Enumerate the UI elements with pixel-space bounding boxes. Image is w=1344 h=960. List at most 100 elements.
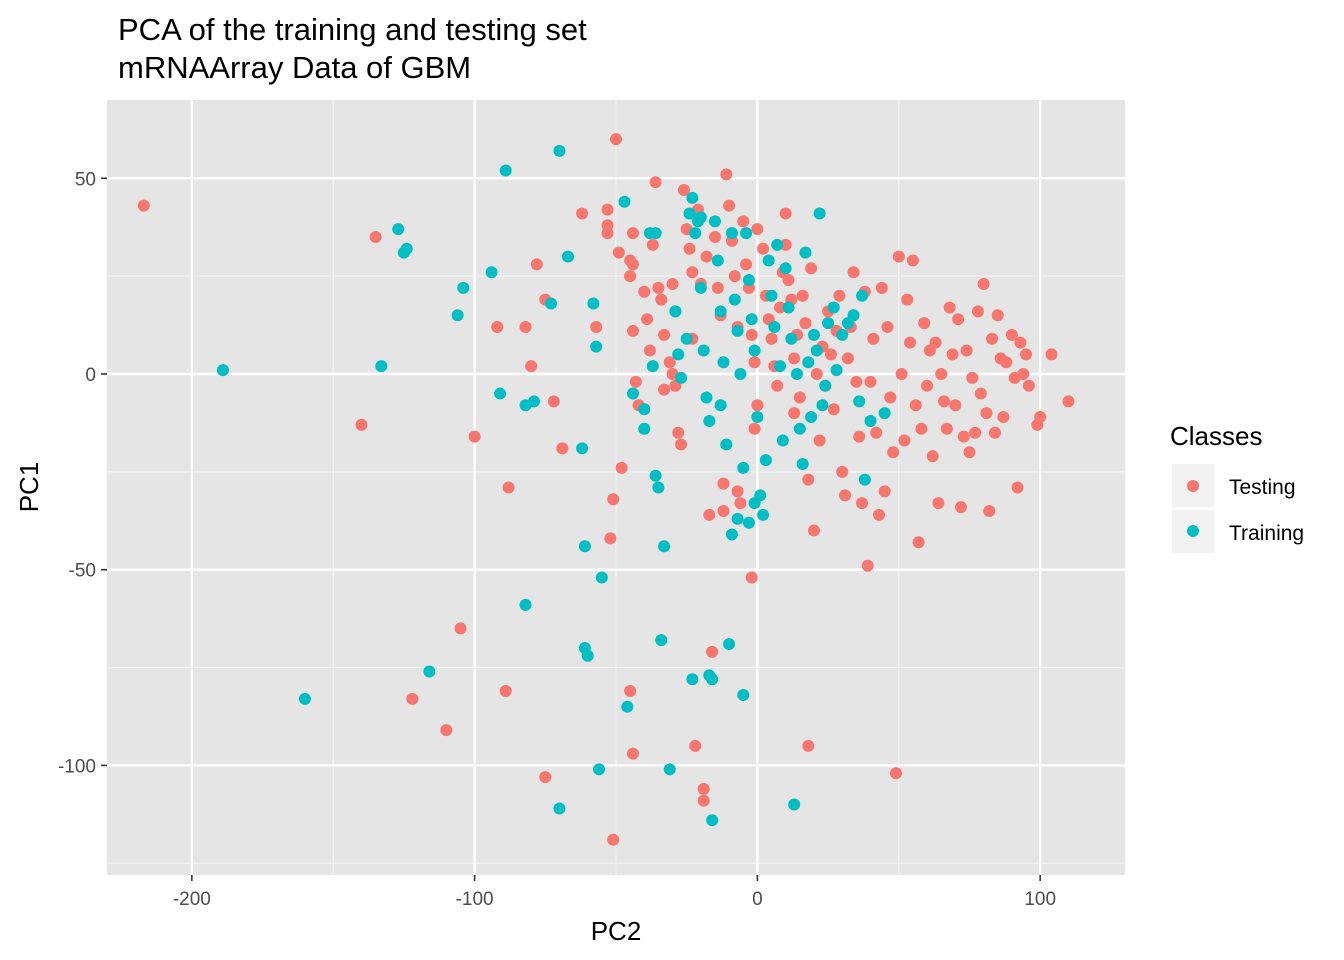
point-training — [706, 814, 719, 827]
point-training — [694, 211, 707, 224]
point-testing — [652, 281, 665, 294]
point-training — [527, 395, 540, 408]
point-training — [669, 305, 682, 318]
point-training — [649, 469, 662, 482]
point-training — [686, 191, 699, 204]
point-testing — [626, 227, 639, 240]
point-testing — [833, 289, 846, 302]
point-testing — [991, 309, 1004, 322]
x-tick-label: 100 — [1024, 889, 1056, 910]
x-axis-title: PC2 — [591, 916, 642, 946]
point-training — [734, 367, 747, 380]
point-testing — [904, 336, 917, 349]
point-testing — [807, 524, 820, 537]
point-training — [423, 665, 436, 678]
point-training — [595, 571, 608, 584]
point-training — [802, 356, 815, 369]
point-training — [683, 207, 696, 220]
point-testing — [646, 238, 659, 251]
point-training — [796, 458, 809, 471]
point-testing — [875, 281, 888, 294]
y-axis-title: PC1 — [14, 462, 44, 513]
point-training — [451, 309, 464, 322]
point-training — [751, 411, 764, 424]
point-testing — [1005, 328, 1018, 341]
point-training — [740, 227, 753, 240]
point-testing — [974, 387, 987, 400]
point-testing — [607, 833, 620, 846]
point-testing — [723, 199, 736, 212]
point-testing — [502, 481, 515, 494]
point-testing — [355, 418, 368, 431]
point-testing — [861, 559, 874, 572]
point-training — [578, 540, 591, 553]
point-training — [728, 293, 741, 306]
point-training — [858, 473, 871, 486]
point-testing — [988, 426, 1001, 439]
point-testing — [788, 407, 801, 420]
point-training — [298, 692, 311, 705]
point-testing — [748, 356, 761, 369]
point-testing — [901, 293, 914, 306]
point-training — [836, 328, 849, 341]
point-training — [807, 328, 820, 341]
point-training — [576, 442, 589, 455]
point-testing — [771, 379, 784, 392]
point-training — [878, 407, 891, 420]
point-testing — [954, 501, 967, 514]
point-training — [392, 223, 405, 236]
point-training — [757, 508, 770, 521]
point-training — [748, 344, 761, 357]
point-testing — [677, 184, 690, 197]
point-testing — [604, 532, 617, 545]
point-training — [494, 387, 507, 400]
point-testing — [788, 352, 801, 365]
point-testing — [986, 332, 999, 345]
point-testing — [949, 399, 962, 412]
point-testing — [649, 176, 662, 189]
point-testing — [610, 133, 622, 146]
point-training — [776, 434, 789, 447]
legend: Classes Testing Training — [1170, 421, 1304, 553]
point-testing — [841, 352, 854, 365]
point-testing — [491, 321, 504, 334]
point-testing — [440, 724, 453, 737]
point-testing — [638, 285, 651, 298]
point-training — [720, 438, 733, 451]
point-training — [759, 454, 772, 467]
point-training — [774, 360, 787, 373]
point-training — [680, 332, 693, 345]
point-testing — [1014, 336, 1027, 349]
point-training — [708, 215, 721, 228]
point-training — [813, 207, 826, 220]
point-training — [822, 317, 835, 330]
point-training — [742, 516, 755, 529]
point-training — [816, 399, 829, 412]
legend-label-testing: Testing — [1229, 476, 1296, 499]
point-testing — [921, 379, 934, 392]
point-testing — [906, 254, 919, 267]
point-training — [717, 356, 730, 369]
point-testing — [839, 489, 852, 502]
point-training — [672, 348, 685, 361]
point-training — [745, 313, 758, 326]
legend-label-training: Training — [1229, 522, 1304, 545]
point-testing — [757, 242, 770, 255]
point-testing — [683, 242, 696, 255]
point-testing — [1034, 411, 1047, 424]
point-testing — [576, 207, 589, 220]
point-testing — [737, 215, 750, 228]
legend-marker-testing — [1187, 480, 1199, 492]
point-testing — [406, 692, 419, 705]
point-testing — [672, 426, 685, 439]
point-training — [782, 301, 795, 314]
point-training — [652, 481, 665, 494]
scatter-points — [137, 133, 1075, 846]
point-testing — [960, 344, 973, 357]
point-testing — [1045, 348, 1058, 361]
point-training — [638, 403, 651, 416]
point-testing — [881, 321, 894, 334]
point-testing — [751, 399, 764, 412]
point-testing — [740, 258, 753, 271]
point-testing — [519, 321, 532, 334]
